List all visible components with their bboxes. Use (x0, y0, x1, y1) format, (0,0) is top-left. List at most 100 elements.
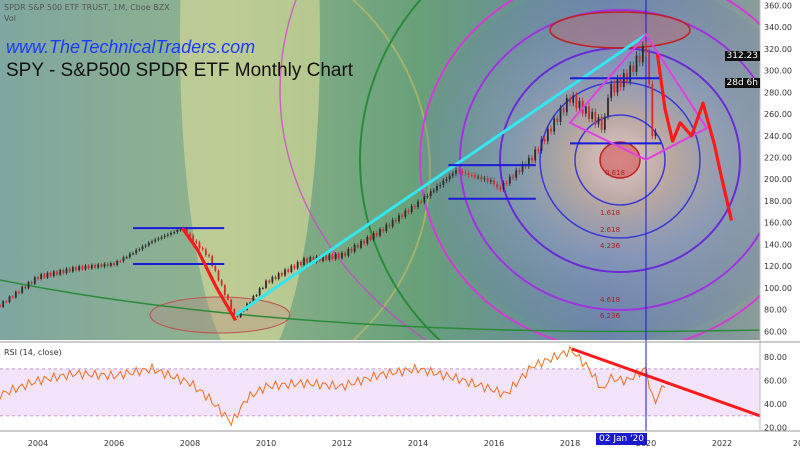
candle-body (160, 237, 163, 239)
candle-body (46, 272, 49, 278)
candle-body (271, 276, 274, 283)
candle-body (382, 229, 385, 232)
candle-body (163, 235, 166, 238)
candle-body (588, 106, 590, 120)
candle-body (470, 174, 473, 176)
candle-body (116, 260, 119, 266)
candle-body (569, 97, 571, 103)
candle-body (512, 176, 514, 178)
axis-ticks: 60.00 80.00 100.00 120.00 140.00 160.00 180.00… (28, 1, 800, 448)
rsi-label: RSI (14, close) (4, 348, 62, 357)
price-tick-label: 260.00 (764, 110, 792, 119)
chart-overlays (133, 33, 734, 322)
candle-body (227, 294, 229, 300)
rsi-tick-label: 80.00 (764, 353, 787, 362)
fib-label: 6.236 (600, 312, 621, 320)
candle-body (638, 55, 641, 63)
candle-body (648, 52, 651, 85)
candle-body (185, 228, 188, 234)
candle-body (610, 84, 613, 98)
candle-body (477, 176, 480, 178)
candle-body (379, 229, 381, 236)
candle-body (233, 309, 236, 315)
price-tick-label: 340.00 (764, 23, 792, 32)
candle-body (277, 273, 280, 280)
candle-body (410, 206, 413, 212)
candle-body (306, 258, 309, 263)
candle-body (249, 302, 252, 304)
candle-body (499, 187, 502, 190)
candle-body (27, 282, 30, 289)
candle-body (489, 180, 492, 182)
time-tick-label: 2006 (104, 439, 124, 448)
fib-label: 0.618 (605, 169, 625, 177)
candle-body (486, 178, 489, 182)
candle-body (255, 295, 258, 297)
projection-path (181, 227, 237, 322)
candle-body (423, 196, 426, 202)
candle-body (356, 244, 359, 248)
candle-body (445, 179, 448, 181)
candle-body (635, 55, 638, 73)
last-price-tag: 312.23 (724, 51, 760, 62)
candle-body (426, 196, 429, 198)
candle-body (24, 286, 27, 289)
chart-title: SPY - S&P500 SPDR ETF Monthly Chart (6, 60, 354, 81)
candle-body (461, 171, 464, 173)
candle-body (18, 291, 20, 294)
website-watermark: www.TheTechnicalTraders.com (6, 37, 256, 57)
candle-body (394, 219, 397, 222)
time-tick-label: 2010 (256, 439, 276, 448)
candle-body (204, 249, 207, 256)
candle-body (40, 274, 43, 280)
candle-body (0, 305, 1, 307)
candle-body (448, 175, 451, 180)
rsi-line (0, 345, 666, 427)
candle-body (290, 265, 293, 272)
price-tick-label: 360.00 (764, 1, 792, 10)
candle-body (613, 84, 616, 93)
price-tick-label: 220.00 (764, 154, 792, 163)
candle-body (413, 206, 416, 208)
candle-body (353, 244, 356, 252)
rsi-tick-label: 40.00 (764, 400, 787, 409)
candle-body (33, 277, 36, 284)
candle-body (312, 257, 315, 262)
candle-body (629, 65, 632, 82)
candle-body (474, 175, 476, 178)
price-tick-label: 320.00 (764, 45, 792, 54)
projection-path (655, 54, 734, 221)
candle-body (94, 264, 96, 268)
candle-body (502, 182, 505, 190)
diamond-pattern (568, 33, 709, 161)
candle-body (578, 100, 581, 109)
candle-body (458, 170, 461, 172)
price-tick-label: 100.00 (764, 284, 792, 293)
candle-body (189, 233, 191, 236)
candle-body (493, 180, 495, 184)
candle-body (2, 301, 5, 307)
candle-body (518, 170, 521, 172)
time-tick-label: 2004 (28, 439, 48, 448)
price-axis (760, 0, 800, 455)
candle-body (84, 265, 87, 270)
candle-body (584, 106, 587, 114)
candle-body (173, 232, 176, 234)
candle-body (439, 184, 442, 186)
candle-body (230, 299, 233, 310)
candle-body (531, 157, 533, 161)
time-tick-label: 2016 (484, 439, 504, 448)
candle-body (62, 269, 65, 274)
candle-body (455, 170, 457, 174)
candle-body (236, 314, 239, 318)
price-tick-label: 180.00 (764, 197, 792, 206)
candle-body (540, 139, 543, 151)
candle-body (220, 280, 223, 286)
candle-body (151, 241, 153, 243)
candle-body (337, 253, 340, 259)
price-tick-label: 160.00 (764, 219, 792, 228)
candle-body (214, 265, 217, 271)
candle-body (527, 157, 530, 167)
time-tick-label: 2008 (180, 439, 200, 448)
candle-body (594, 111, 597, 125)
